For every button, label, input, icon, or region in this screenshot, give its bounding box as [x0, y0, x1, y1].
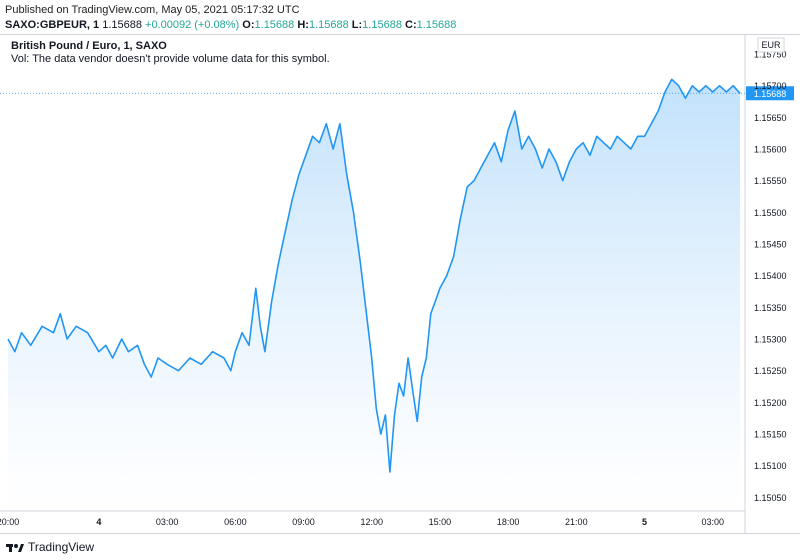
y-tick-label: 1.15150: [754, 430, 787, 440]
price-change: +0.00092 (+0.08%): [145, 19, 240, 31]
y-tick-label: 1.15400: [754, 271, 787, 281]
price-area-fill: [8, 79, 740, 511]
ohlc-open: 1.15688: [254, 19, 295, 31]
x-tick-label: 18:00: [497, 517, 520, 527]
y-tick-label: 1.15050: [754, 493, 787, 503]
chart-frame: [0, 34, 800, 534]
tradingview-logo-icon: [6, 544, 24, 552]
y-tick-label: 1.15750: [754, 50, 787, 60]
ohlc-open-label: O:: [242, 19, 255, 31]
x-tick-label: 15:00: [429, 517, 452, 527]
ohlc-high-label: H:: [297, 19, 309, 31]
y-tick-label: 1.15700: [754, 81, 787, 91]
last-price-label: 1.15688: [754, 89, 787, 99]
y-tick-label: 1.15350: [754, 303, 787, 313]
y-tick-label: 1.15200: [754, 398, 787, 408]
price-line: [7, 78, 741, 473]
y-tick-label: 1.15250: [754, 366, 787, 376]
x-tick-label: 03:00: [701, 517, 724, 527]
currency-badge[interactable]: EUR: [757, 37, 785, 53]
y-tick-label: 1.15550: [754, 176, 787, 186]
x-tick-label: 03:00: [156, 517, 179, 527]
x-tick-label: 12:00: [360, 517, 383, 527]
x-tick-label: 5: [642, 517, 647, 527]
ohlc-close-label: C:: [405, 19, 417, 31]
x-tick-label: 20:00: [0, 517, 19, 527]
y-tick-label: 1.15600: [754, 145, 787, 155]
ohlc-low-label: L:: [351, 19, 363, 31]
y-tick-label: 1.15100: [754, 461, 787, 471]
last-price-badge: [746, 86, 794, 101]
tradingview-brand[interactable]: TradingView: [6, 540, 94, 554]
symbol-legend: SAXO:GBPEUR, 1 1.15688 +0.00092 (+0.08%)…: [5, 19, 456, 31]
symbol-name: SAXO:GBPEUR, 1: [5, 19, 100, 31]
y-tick-label: 1.15300: [754, 335, 787, 345]
y-tick-label: 1.15450: [754, 240, 787, 250]
x-tick-label: 06:00: [224, 517, 247, 527]
brand-name: TradingView: [28, 540, 95, 554]
volume-note: Vol: The data vendor doesn't provide vol…: [11, 53, 330, 65]
y-tick-label: 1.15500: [754, 208, 787, 218]
currency-label: EUR: [761, 40, 781, 50]
y-tick-label: 1.15650: [754, 113, 787, 123]
x-tick-label: 21:00: [565, 517, 588, 527]
ohlc-high: 1.15688: [308, 19, 349, 31]
ohlc-low: 1.15688: [362, 19, 402, 31]
last-price: 1.15688: [102, 19, 142, 31]
x-tick-label: 09:00: [292, 517, 315, 527]
x-tick-label: 4: [96, 517, 101, 527]
chart-title: British Pound / Euro, 1, SAXO: [11, 40, 167, 52]
published-note: Published on TradingView.com, May 05, 20…: [5, 4, 300, 16]
ohlc-close: 1.15688: [416, 19, 457, 31]
